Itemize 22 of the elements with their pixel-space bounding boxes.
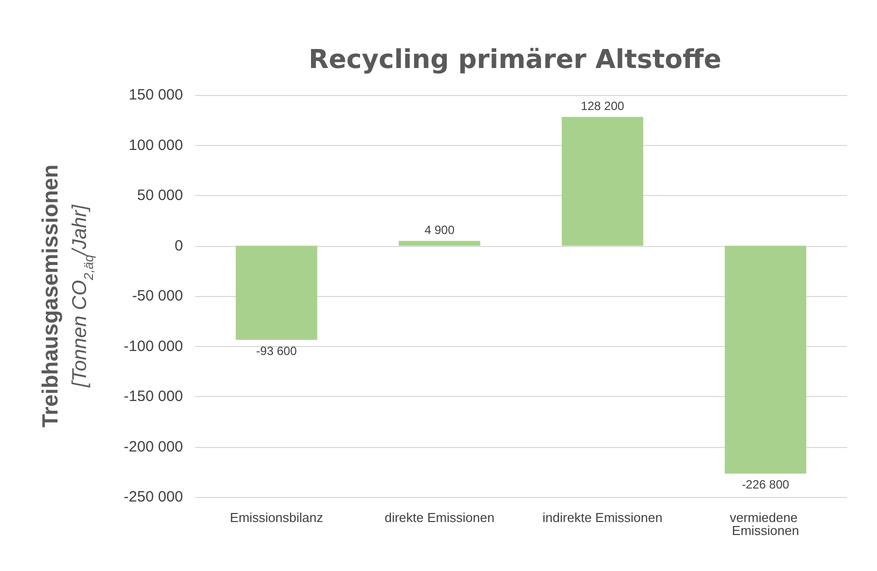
y-tick-label: -50 000 bbox=[132, 288, 183, 304]
x-tick-label: indirekte Emissionen bbox=[542, 510, 662, 525]
data-label: 128 200 bbox=[580, 98, 625, 113]
x-tick-label: direkte Emissionen bbox=[384, 510, 494, 525]
y-tick-label: 50 000 bbox=[137, 187, 183, 204]
y-tick-label: -100 000 bbox=[124, 338, 183, 355]
y-tick-label: -200 000 bbox=[124, 438, 183, 456]
y-tick-label: -250 000 bbox=[124, 488, 183, 506]
x-tick-label: Emissionsbilanz bbox=[230, 510, 324, 525]
x-tick-label: vermiedene Emissionen bbox=[730, 510, 802, 538]
bar bbox=[398, 240, 480, 246]
y-tick-label: -150 000 bbox=[124, 388, 183, 405]
bar bbox=[236, 246, 318, 340]
data-label: -93 600 bbox=[256, 344, 298, 358]
bar bbox=[562, 116, 644, 246]
chart-title: Recycling primärer Altstoffe bbox=[308, 45, 722, 75]
bar bbox=[724, 246, 806, 474]
data-label: -226 800 bbox=[742, 478, 790, 492]
y-tick-label: 0 bbox=[174, 237, 183, 254]
y-tick-label: 150 000 bbox=[128, 86, 183, 104]
y-tick-label: 100 000 bbox=[128, 136, 183, 154]
data-label: 4 900 bbox=[424, 222, 455, 237]
